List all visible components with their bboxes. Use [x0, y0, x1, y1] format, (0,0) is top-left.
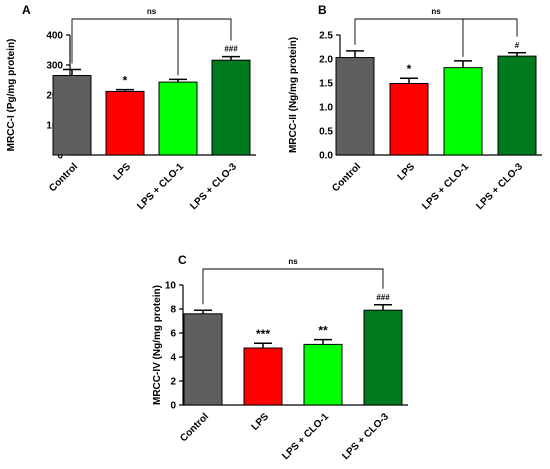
y-tick-label: 10 [165, 281, 177, 292]
y-tick-label: 0.0 [319, 151, 333, 162]
y-tick-label: 2.5 [319, 31, 333, 42]
bar-2 [158, 81, 198, 156]
bar-3 [363, 309, 403, 406]
category-label-1: LPS [112, 161, 134, 183]
y-tick-label: 6 [170, 329, 176, 340]
category-label-2: LPS + CLO-1 [280, 411, 331, 462]
ns-label: ns [147, 7, 157, 16]
bar-1 [243, 347, 283, 406]
y-tick-label: 400 [46, 31, 63, 42]
y-tick-label: 8 [170, 305, 176, 316]
category-label-0: Control [47, 161, 80, 194]
ns-bracket [202, 268, 384, 305]
bar-0 [183, 313, 223, 406]
y-axis-title: MRCC-IV (Ng/mg protein) [152, 285, 163, 405]
category-label-3: LPS + CLO-3 [340, 411, 391, 462]
panel-b: B MRCC-II (Ng/mg protein) 0.0 0.5 1.0 1.5 2.0 2… [288, 3, 542, 212]
panel-label: C [178, 253, 187, 267]
category-label-2: LPS + CLO-1 [420, 161, 471, 212]
ns-bracket [354, 18, 518, 45]
bar-2 [443, 67, 483, 156]
y-tick-label: 300 [46, 61, 63, 72]
category-label-3: LPS + CLO-3 [188, 161, 239, 212]
significance-mark-3: ### [224, 45, 238, 54]
y-tick-label: 2 [170, 377, 176, 388]
bar-3 [497, 55, 537, 156]
y-tick-label: 0.5 [319, 127, 333, 138]
panel-label: B [318, 3, 327, 17]
category-label-3: LPS + CLO-3 [474, 161, 525, 212]
y-axis-title: MRCC-I (Pg/mg protein) [6, 39, 17, 152]
bar-1 [105, 90, 145, 156]
y-tick-label: 4 [170, 353, 176, 364]
significance-mark-1: * [123, 74, 128, 88]
bar-1 [389, 82, 429, 156]
category-label-2: LPS + CLO-1 [135, 161, 186, 212]
ns-bracket [71, 18, 232, 64]
bar-3 [211, 59, 251, 156]
category-label-0: Control [178, 411, 211, 444]
ns-label: ns [431, 7, 441, 16]
category-label-0: Control [330, 161, 363, 194]
category-label-1: LPS [250, 411, 272, 433]
significance-mark-2: ** [318, 324, 328, 338]
category-label-1: LPS [396, 161, 418, 183]
panel-label: A [22, 3, 31, 17]
significance-mark-1: *** [256, 327, 270, 341]
significance-mark-3: ### [376, 293, 390, 302]
y-tick-label: 2.0 [319, 55, 333, 66]
significance-mark-3: # [515, 41, 520, 50]
bar-0 [335, 57, 375, 156]
bar-2 [303, 343, 343, 406]
panel-c: C MRCC-IV (Ng/mg protein) 0 2 4 6 8 10 Control LP… [152, 253, 408, 462]
y-tick-label: 0 [170, 401, 176, 412]
y-axis-title: MRCC-II (Ng/mg protein) [288, 37, 299, 153]
y-tick-label: 0 [57, 151, 63, 162]
ns-label: ns [288, 257, 298, 266]
significance-mark-1: * [407, 62, 412, 76]
y-tick-label: 1.0 [319, 103, 333, 114]
y-tick-label: 1.5 [319, 79, 333, 90]
bar-0 [52, 75, 92, 156]
